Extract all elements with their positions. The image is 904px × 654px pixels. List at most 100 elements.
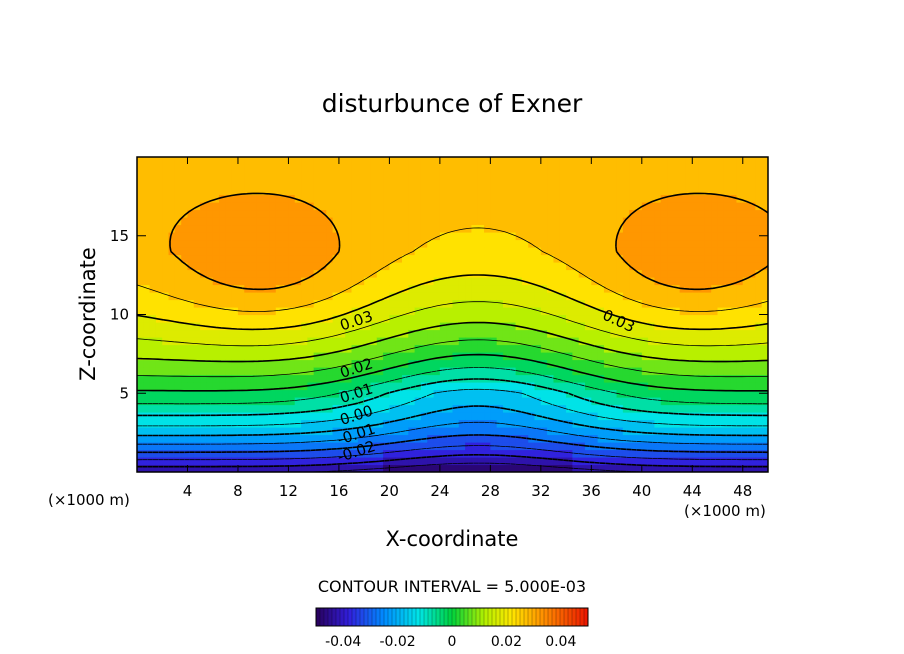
field-cell: [219, 329, 226, 338]
field-cell: [692, 449, 700, 458]
field-cell: [294, 449, 302, 458]
field-cell: [572, 284, 580, 293]
field-cell: [376, 382, 384, 391]
field-cell: [578, 232, 586, 241]
field-cell: [698, 172, 706, 181]
field-cell: [496, 412, 504, 421]
field-cell: [326, 262, 334, 271]
field-cell: [155, 239, 163, 248]
field-cell: [225, 157, 233, 166]
field-cell: [553, 209, 561, 218]
field-cell: [603, 397, 611, 406]
field-cell: [515, 209, 523, 218]
field-cell: [534, 269, 542, 278]
field-cell: [420, 359, 428, 368]
field-cell: [395, 322, 403, 331]
field-cell: [559, 457, 567, 466]
field-cell: [578, 397, 586, 406]
field-cell: [307, 262, 315, 271]
field-cell: [155, 389, 163, 398]
field-cell: [521, 464, 529, 472]
field-cell: [288, 179, 296, 188]
field-cell: [648, 367, 656, 376]
field-cell: [660, 284, 668, 293]
field-cell: [307, 359, 315, 368]
field-cell: [294, 187, 302, 196]
field-cell: [174, 262, 182, 271]
field-cell: [319, 374, 327, 383]
field-cell: [591, 367, 599, 376]
field-cell: [231, 164, 239, 173]
field-cell: [395, 397, 403, 406]
field-cell: [351, 329, 359, 338]
field-cell: [547, 299, 555, 308]
field-cell: [402, 404, 409, 413]
field-cell: [439, 314, 447, 323]
field-cell: [742, 464, 750, 472]
field-cell: [143, 209, 151, 218]
y-tick-label: 10: [110, 306, 129, 324]
field-cell: [540, 164, 548, 173]
field-cell: [711, 254, 719, 263]
field-cell: [597, 284, 605, 293]
field-cell: [383, 449, 390, 458]
field-cell: [591, 344, 599, 353]
field-cell: [755, 254, 763, 263]
field-cell: [225, 412, 233, 421]
field-cell: [496, 239, 504, 248]
field-cell: [559, 419, 567, 428]
field-cell: [370, 412, 378, 421]
field-cell: [446, 434, 454, 443]
field-cell: [219, 277, 226, 286]
field-cell: [294, 359, 302, 368]
field-cell: [515, 329, 523, 338]
field-cell: [137, 344, 144, 353]
field-cell: [723, 164, 731, 173]
field-cell: [692, 322, 700, 331]
field-cell: [332, 374, 340, 383]
field-cell: [269, 194, 277, 203]
field-cell: [433, 194, 441, 203]
field-cell: [376, 314, 384, 323]
field-cell: [162, 419, 170, 428]
field-cell: [244, 157, 252, 166]
field-cell: [685, 464, 693, 472]
colorbar-swatch: [367, 607, 373, 627]
field-cell: [263, 434, 271, 443]
field-cell: [585, 217, 592, 226]
field-cell: [269, 269, 277, 278]
field-cell: [547, 374, 555, 383]
field-cell: [439, 224, 447, 233]
field-cell: [414, 239, 422, 248]
field-cell: [427, 374, 435, 383]
field-cell: [698, 232, 706, 241]
field-cell: [168, 419, 176, 428]
field-cell: [490, 337, 498, 346]
field-cell: [540, 232, 548, 241]
field-cell: [307, 412, 315, 421]
field-cell: [446, 247, 454, 256]
field-cell: [591, 172, 599, 181]
field-cell: [547, 202, 555, 211]
field-cell: [137, 164, 144, 173]
field-cell: [648, 359, 656, 368]
field-cell: [351, 187, 359, 196]
field-cell: [717, 352, 725, 361]
field-cell: [338, 382, 346, 391]
field-cell: [326, 269, 334, 278]
field-cell: [654, 284, 662, 293]
field-cell: [282, 434, 290, 443]
field-cell: [143, 389, 151, 398]
field-cell: [515, 352, 523, 361]
field-cell: [149, 292, 157, 301]
field-cell: [174, 322, 182, 331]
field-cell: [578, 224, 586, 233]
field-cell: [704, 329, 712, 338]
field-cell: [345, 329, 353, 338]
field-cell: [370, 164, 378, 173]
field-cell: [433, 224, 441, 233]
field-cell: [338, 202, 346, 211]
field-cell: [402, 217, 409, 226]
field-cell: [685, 359, 693, 368]
field-cell: [395, 359, 403, 368]
